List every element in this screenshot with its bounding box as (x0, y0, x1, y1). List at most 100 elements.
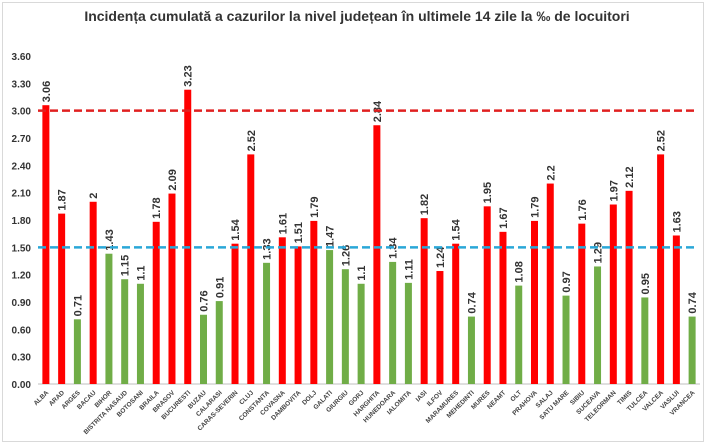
bar-teleorman (609, 204, 617, 384)
data-label: 1.97 (608, 180, 620, 201)
bar-calarasi (215, 301, 223, 384)
bar-timis (625, 190, 633, 384)
data-label: 0.74 (687, 291, 699, 313)
data-label: 1.08 (514, 261, 526, 282)
bar-caras-severin (231, 243, 239, 384)
bar-olt (515, 285, 523, 384)
bar-satu-mare (562, 295, 570, 384)
data-label: 1.1 (356, 265, 368, 280)
data-label: 2.2 (545, 165, 557, 180)
data-label: 2 (88, 193, 100, 199)
y-tick-label: 0.00 (12, 380, 32, 391)
bar-constanta (263, 262, 271, 384)
data-label: 1.26 (340, 245, 352, 266)
bar-hunedoara (389, 261, 397, 384)
data-label: 1.11 (403, 259, 415, 280)
bar-alba (42, 105, 50, 384)
bar-gorj (357, 283, 365, 384)
y-tick-label: 0.60 (12, 325, 32, 336)
data-label: 1.29 (593, 242, 605, 263)
bar-brasov (168, 193, 176, 384)
data-label: 1.61 (277, 213, 289, 234)
bar-prahova (531, 220, 538, 384)
bar-buzau (200, 314, 207, 384)
bar-mehedinti (467, 316, 475, 384)
bar-bucuresti (184, 89, 192, 384)
data-label: 1.87 (57, 189, 69, 210)
y-tick-label: 1.80 (12, 216, 32, 227)
bar-vaslui (672, 235, 680, 384)
y-tick-label: 3.60 (12, 52, 32, 63)
bar-suceava (594, 266, 602, 384)
data-label: 2.12 (624, 166, 636, 187)
bar-dolj (310, 220, 318, 384)
x-tick-label: ALBA (33, 389, 51, 407)
bar-arges (73, 319, 81, 384)
data-label: 1.79 (309, 196, 321, 217)
y-tick-label: 1.50 (12, 243, 32, 254)
data-label: 2.52 (656, 130, 668, 151)
bar-dambovita (294, 246, 302, 384)
bar-giurgiu (341, 269, 349, 384)
bar-neamt (499, 231, 507, 384)
data-label: 0.91 (214, 277, 226, 298)
data-label: 1.54 (451, 218, 463, 240)
data-label: 1.54 (230, 218, 242, 240)
bar-cluj (247, 154, 255, 384)
data-label: 1.82 (419, 194, 431, 215)
bar-covasna (278, 237, 286, 384)
data-label: 0.97 (561, 271, 573, 292)
data-label: 1.47 (325, 226, 337, 247)
bar-salaj (546, 183, 554, 384)
bar-iasi (420, 218, 428, 384)
bar-vrancea (688, 316, 696, 384)
bar-braila (152, 221, 160, 384)
y-tick-label: 3.00 (12, 107, 32, 118)
data-label: 3.06 (41, 81, 53, 102)
bar-bihor (105, 253, 113, 384)
data-label: 1.67 (498, 207, 510, 228)
bar-galati (326, 250, 334, 384)
bar-ilfov (436, 271, 444, 384)
bar-tulcea (641, 297, 649, 384)
bar-valcea (657, 154, 665, 384)
bar-bistrita-nasaud (121, 279, 129, 384)
data-label: 1.76 (577, 199, 589, 220)
data-label: 0.74 (466, 291, 478, 313)
bar-bacau (89, 201, 97, 384)
y-tick-label: 2.10 (12, 189, 32, 200)
data-label: 2.52 (246, 130, 258, 151)
data-label: 1.78 (151, 197, 163, 218)
y-tick-label: 3.30 (12, 79, 32, 90)
bar-ialomita (404, 282, 412, 384)
bar-mures (483, 206, 491, 384)
bar-sibiu (578, 223, 586, 384)
y-tick-label: 1.20 (12, 271, 32, 282)
data-label: 0.71 (72, 295, 84, 316)
data-label: 3.23 (183, 65, 195, 86)
bar-harghita (373, 125, 381, 384)
bar-botosani (136, 283, 144, 384)
data-label: 1.63 (671, 211, 683, 232)
data-label: 1.95 (482, 182, 494, 203)
bar-arad (58, 213, 66, 384)
data-label: 1.1 (135, 265, 147, 280)
data-label: 0.95 (640, 273, 652, 294)
y-tick-label: 0.30 (12, 353, 32, 364)
data-label: 1.51 (293, 222, 305, 243)
data-label: 0.76 (199, 290, 211, 311)
data-label: 1.33 (262, 238, 274, 259)
y-tick-label: 0.90 (12, 298, 32, 309)
chart-frame (2, 2, 704, 442)
chart-title: Incidența cumulată a cazurilor la nivel … (84, 8, 630, 24)
y-tick-label: 2.40 (12, 161, 32, 172)
data-label: 1.43 (104, 229, 116, 250)
data-label: 1.79 (530, 196, 542, 217)
data-label: 2.09 (167, 169, 179, 190)
y-tick-label: 2.70 (12, 134, 32, 145)
bar-maramures (452, 243, 460, 384)
data-label: 1.24 (435, 246, 447, 268)
data-label: 1.15 (120, 255, 132, 276)
